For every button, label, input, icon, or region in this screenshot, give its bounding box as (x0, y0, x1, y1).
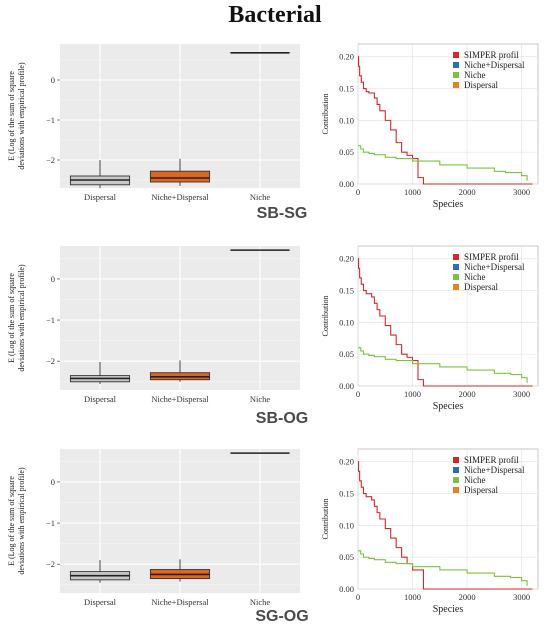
legend-label-simper-profil: SIMPER profil (464, 455, 519, 465)
x-axis-title: Species (433, 199, 464, 210)
y-tick-label: 0.20 (339, 457, 354, 467)
x-tick-label: Dispersal (84, 394, 117, 404)
panel-label-sb-og: SB-OG (255, 410, 309, 427)
y-tick-label: 0.10 (339, 317, 354, 327)
legend-swatch-niche (453, 274, 459, 280)
legend-label-niche: Niche (464, 70, 486, 80)
y-tick-label: 0.00 (339, 584, 354, 594)
x-tick-label: 1000 (404, 187, 421, 197)
series-niche (358, 347, 528, 383)
series-simper-profil (357, 56, 533, 185)
x-tick-label: 3000 (513, 389, 530, 399)
boxplot-sb-sg: 0 −1 −2 Dispersal Niche+Dispersal Niche E (Log… (7, 44, 300, 202)
x-tick-label: 1000 (404, 592, 421, 602)
y-tick-label: −2 (46, 559, 55, 569)
x-tick-label: 0 (356, 389, 360, 399)
y-axis-title: Contribution (321, 499, 330, 540)
y-tick-label: 0.00 (339, 179, 354, 189)
y-axis-title: Contribution (321, 94, 330, 135)
legend-label-dispersal: Dispersal (464, 80, 498, 90)
y-axis-title: Contribution (321, 296, 330, 337)
x-axis-title: Species (433, 401, 464, 412)
series-niche (358, 145, 528, 181)
y-tick-label: 0.15 (339, 489, 354, 499)
y-tick-label: −2 (46, 356, 55, 366)
y-tick-label: 0.10 (339, 115, 354, 125)
y-axis-title: E (Log of the sum of squaredeviations wi… (7, 467, 26, 575)
y-axis-title: E (Log of the sum of squaredeviations wi… (7, 62, 26, 170)
legend-label-simper-profil: SIMPER profil (464, 50, 519, 60)
x-tick-label: 3000 (513, 187, 530, 197)
legend-label-niche-dispersal: Niche+Dispersal (464, 465, 525, 475)
y-tick-label: 0.05 (339, 147, 354, 157)
y-tick-label: 0.05 (339, 552, 354, 562)
y-tick-label: 0 (51, 274, 55, 284)
plot-area (357, 245, 539, 387)
series-simper-profil (357, 258, 533, 387)
legend-label-niche: Niche (464, 272, 486, 282)
x-tick-label: 1000 (404, 389, 421, 399)
y-tick-label: 0.15 (339, 84, 354, 94)
panel-label-sb-sg: SB-SG (256, 205, 308, 222)
legend-swatch-niche-dispersal (453, 264, 459, 270)
x-tick-label: Niche (250, 394, 271, 404)
y-tick-label: 0.05 (339, 349, 354, 359)
panel-label-sg-og: SG-OG (255, 608, 309, 625)
legend-swatch-simper-profil (453, 254, 459, 260)
legend-label-dispersal: Dispersal (464, 282, 498, 292)
box-niche-dispersal (149, 170, 211, 183)
y-tick-label: 0.20 (339, 254, 354, 264)
legend-label-niche: Niche (464, 475, 486, 485)
x-tick-label: 2000 (459, 592, 476, 602)
y-axis-title: E (Log of the sum of squaredeviations wi… (7, 264, 26, 372)
y-tick-label: 0.15 (339, 286, 354, 296)
series-niche (358, 550, 528, 586)
x-tick-label: Dispersal (84, 597, 117, 607)
legend-label-niche-dispersal: Niche+Dispersal (464, 262, 525, 272)
contribution-plot-sg-og: 0.00 0.05 0.10 0.15 0.20 0 1000 2000 3000 Species… (321, 448, 539, 615)
boxplot-sb-og: 0 −1 −2 Dispersal Niche+Dispersal Niche E (Log… (7, 246, 300, 404)
x-tick-label: Niche+Dispersal (151, 192, 209, 202)
y-tick-label: 0.10 (339, 520, 354, 530)
plot-area (357, 43, 539, 185)
legend-swatch-niche (453, 72, 459, 78)
x-tick-label: 2000 (459, 389, 476, 399)
x-tick-label: Dispersal (84, 192, 117, 202)
y-tick-label: −2 (46, 155, 55, 165)
x-tick-label: 3000 (513, 592, 530, 602)
x-tick-label: Niche (250, 192, 271, 202)
y-tick-label: −1 (46, 518, 55, 528)
legend-swatch-niche (453, 477, 459, 483)
y-tick-label: 0.00 (339, 381, 354, 391)
y-tick-label: −1 (46, 115, 55, 125)
x-tick-label: Niche+Dispersal (151, 597, 209, 607)
legend-swatch-dispersal (453, 487, 459, 493)
y-tick-label: 0.20 (339, 52, 354, 62)
plot-area (357, 448, 539, 590)
x-tick-label: Niche (250, 597, 271, 607)
boxplot-sg-og: 0 −1 −2 Dispersal Niche+Dispersal Niche E (Log… (7, 449, 300, 607)
y-tick-label: 0 (51, 75, 55, 85)
legend-swatch-simper-profil (453, 457, 459, 463)
legend-label-niche-dispersal: Niche+Dispersal (464, 60, 525, 70)
legend-label-dispersal: Dispersal (464, 485, 498, 495)
legend-swatch-simper-profil (453, 52, 459, 58)
figure-title: Bacterial (228, 2, 322, 28)
legend-label-simper-profil: SIMPER profil (464, 252, 519, 262)
contribution-plot-sb-sg: 0.00 0.05 0.10 0.15 0.20 0 1000 2000 3000 Species… (321, 43, 539, 210)
series-simper-profil (357, 461, 533, 590)
y-tick-label: −1 (46, 315, 55, 325)
legend-swatch-dispersal (453, 284, 459, 290)
x-axis-title: Species (433, 604, 464, 615)
legend-swatch-niche-dispersal (453, 62, 459, 68)
contribution-plot-sb-og: 0.00 0.05 0.10 0.15 0.20 0 1000 2000 3000 Species… (321, 245, 539, 412)
y-tick-label: 0 (51, 477, 55, 487)
x-tick-label: 2000 (459, 187, 476, 197)
x-tick-label: Niche+Dispersal (151, 394, 209, 404)
legend-swatch-niche-dispersal (453, 467, 459, 473)
x-tick-label: 0 (356, 592, 360, 602)
x-tick-label: 0 (356, 187, 360, 197)
legend-swatch-dispersal (453, 82, 459, 88)
